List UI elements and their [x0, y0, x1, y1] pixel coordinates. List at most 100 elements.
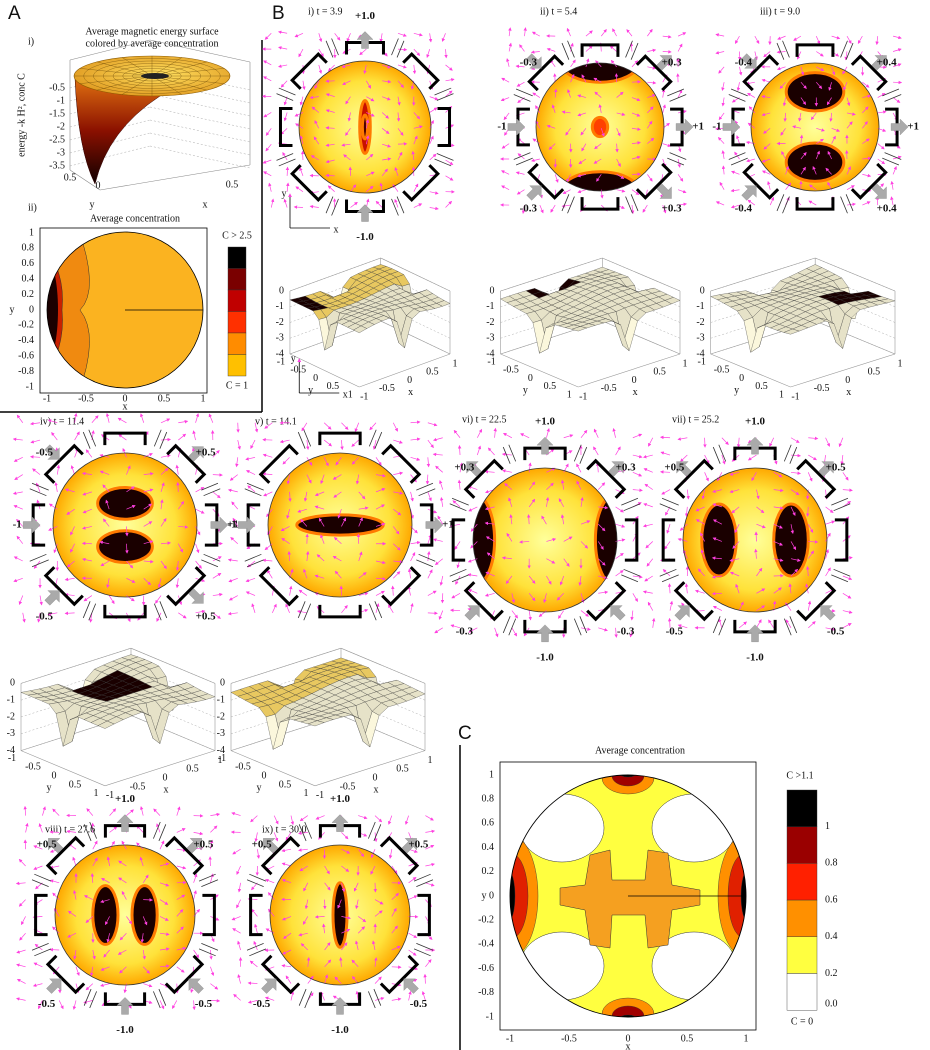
- electrode-gap: [325, 196, 339, 216]
- y-axis-label: y: [523, 385, 528, 396]
- drive-arrow-shape: [186, 838, 202, 854]
- z-tick-label: -1: [276, 301, 284, 312]
- electrode: [586, 458, 641, 512]
- drive-arrow: [48, 838, 64, 854]
- field-arrow: [273, 832, 279, 842]
- electrode-gap: [297, 601, 312, 621]
- gap-marks: [276, 87, 296, 101]
- field-arrow: [467, 558, 478, 563]
- gap-marks: [198, 873, 219, 887]
- field-arrow: [593, 77, 602, 83]
- field-arrow: [25, 822, 29, 833]
- field-arrow: [125, 543, 129, 554]
- axis-box: [69, 169, 101, 191]
- field-arrow: [306, 474, 312, 484]
- field-arrow: [281, 848, 292, 853]
- field-arrow: [701, 489, 706, 500]
- field-arrow: [413, 48, 421, 56]
- electrode-gap: [83, 821, 97, 842]
- electrode-gap: [667, 152, 687, 166]
- field-arrow: [195, 526, 201, 536]
- field-arrow: [375, 590, 385, 596]
- gap-marks: [31, 873, 52, 887]
- field-arrow: [16, 979, 26, 984]
- field-arrow: [648, 437, 654, 447]
- field-arrow: [644, 483, 653, 490]
- y-tick-label: -0.4: [18, 335, 34, 346]
- electrode-bracket: [527, 54, 565, 92]
- y-tick-label: -0.4: [478, 939, 494, 950]
- field-arrow: [232, 848, 241, 855]
- electrode: [659, 497, 679, 562]
- electrode-gap: [621, 497, 641, 512]
- field-arrow: [425, 862, 435, 867]
- field-arrow: [175, 578, 180, 589]
- electrode: [413, 893, 434, 957]
- grid-line: [149, 132, 251, 156]
- field-arrow: [374, 957, 378, 967]
- field-arrow: [429, 107, 438, 113]
- field-arrow: [334, 976, 342, 984]
- electrode: [527, 40, 575, 92]
- field-arrow: [521, 205, 526, 214]
- drive-arrow-shape: [741, 53, 757, 69]
- electrode-label: -0.5: [38, 998, 56, 1010]
- field-arrow: [210, 983, 219, 990]
- field-arrow: [805, 583, 809, 594]
- field-arrow: [294, 112, 304, 117]
- electrode-gap: [198, 943, 219, 957]
- field-arrow: [631, 112, 641, 117]
- field-arrow: [306, 957, 311, 967]
- electrode-label: +0.5: [196, 611, 217, 623]
- electrode: [434, 107, 454, 167]
- drive-arrow-shape: [356, 31, 374, 49]
- z-tick-label: -3: [57, 147, 65, 158]
- field-arrow: [773, 558, 784, 562]
- drive-arrow-shape: [675, 118, 694, 136]
- electrode-label: -0.3: [617, 626, 635, 638]
- electrode-label: -0.4: [735, 57, 753, 69]
- electrode-label: -0.5: [36, 611, 54, 623]
- z-tick-label: 0: [220, 678, 225, 689]
- field-arrow: [231, 916, 241, 921]
- gap-marks: [667, 88, 687, 102]
- gap-marks: [325, 196, 339, 216]
- field-arrow: [16, 535, 24, 544]
- z-tick-label: -3: [217, 728, 225, 739]
- field-arrow: [892, 35, 902, 40]
- field-arrow: [142, 916, 148, 926]
- field-arrow: [470, 541, 478, 549]
- field-arrow: [350, 184, 357, 192]
- field-arrow: [212, 592, 223, 597]
- field-arrow: [761, 95, 771, 99]
- field-arrow: [393, 471, 404, 476]
- field-arrow: [281, 916, 292, 921]
- electrode: [733, 444, 798, 464]
- gap-marks: [297, 429, 312, 449]
- field-arrow: [598, 482, 606, 490]
- field-arrow: [593, 446, 599, 456]
- field-arrow: [265, 143, 272, 152]
- field-arrow: [70, 526, 75, 536]
- field-arrow: [736, 135, 740, 144]
- field-arrow: [345, 96, 351, 105]
- field-arrow: [550, 204, 556, 213]
- y-tick-label: 1: [567, 389, 572, 400]
- field-arrow: [747, 199, 756, 206]
- domain-boundary: [682, 467, 828, 613]
- field-arrow: [381, 168, 388, 177]
- field-arrow: [857, 35, 863, 44]
- field-arrow: [16, 518, 24, 527]
- y-tick-label: -0.6: [478, 963, 494, 974]
- drive-arrow-shape: [116, 997, 134, 1015]
- field-arrow: [245, 456, 256, 461]
- field-arrow: [788, 583, 792, 594]
- electrode-gap: [621, 568, 641, 583]
- drive-arrow-shape: [46, 978, 62, 994]
- field-arrow: [615, 446, 621, 456]
- electrode: [276, 153, 328, 202]
- field-arrow: [730, 204, 740, 209]
- colorbar-band: [786, 899, 818, 937]
- field-arrow: [323, 422, 332, 430]
